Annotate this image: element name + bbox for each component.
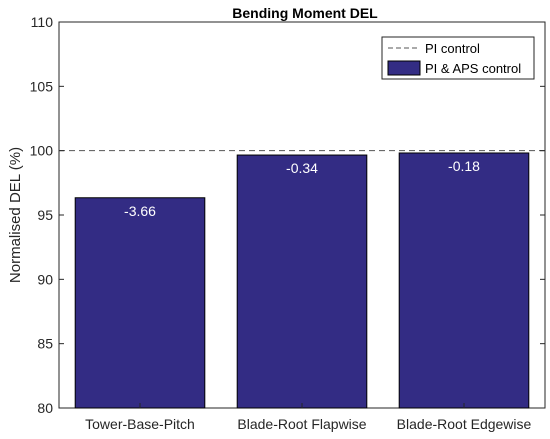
legend-label-ref: PI control xyxy=(425,41,480,56)
x-tick-label: Blade-Root Flapwise xyxy=(237,416,366,432)
bar-value-label: -3.66 xyxy=(124,203,156,219)
bar xyxy=(236,154,368,409)
legend-box xyxy=(381,36,535,80)
bar xyxy=(398,152,530,409)
legend-label-series: PI & APS control xyxy=(425,61,521,76)
bar xyxy=(74,197,206,409)
y-tick-label: 80 xyxy=(37,400,53,416)
bars-group xyxy=(74,152,530,409)
bar-labels-group: -3.66 -0.34 -0.18 xyxy=(124,158,480,219)
y-tick-label: 110 xyxy=(31,14,54,30)
x-tick-label: Tower-Base-Pitch xyxy=(85,416,195,432)
y-tick-label: 90 xyxy=(37,271,53,287)
x-tick-label: Blade-Root Edgewise xyxy=(397,416,532,432)
y-tick-label: 85 xyxy=(37,336,53,352)
y-tick-label: 105 xyxy=(30,78,54,94)
legend-swatch-series xyxy=(387,60,421,76)
y-axis-label: Normalised DEL (%) xyxy=(7,147,24,283)
x-ticks-group: Tower-Base-Pitch Blade-Root Flapwise Blade… xyxy=(85,403,532,432)
y-ticks-group: 80 85 90 95 100 105 110 xyxy=(30,14,545,416)
y-tick-label: 100 xyxy=(30,143,54,159)
legend: PI control PI & APS control xyxy=(381,36,535,80)
chart-title: Bending Moment DEL xyxy=(232,5,378,21)
y-tick-label: 95 xyxy=(37,207,53,223)
bar-value-label: -0.34 xyxy=(286,160,318,176)
bar-value-label: -0.18 xyxy=(448,158,480,174)
